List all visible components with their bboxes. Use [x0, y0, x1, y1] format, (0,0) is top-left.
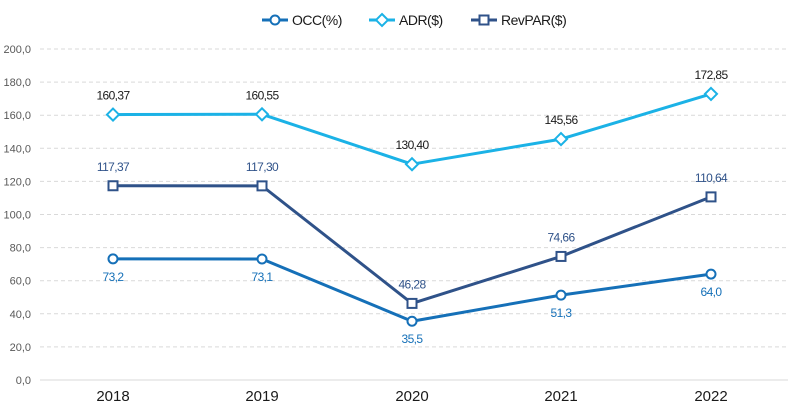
y-tick-label: 200,0 [3, 44, 31, 56]
legend-diamond-icon [374, 12, 390, 28]
data-point [404, 156, 420, 172]
data-label: 73,1 [252, 270, 274, 284]
data-point [107, 253, 119, 265]
y-tick-label: 20,0 [10, 342, 31, 354]
data-label: 160,37 [96, 89, 130, 103]
x-axis: 2018 2019 2020 2021 2022 [96, 388, 727, 405]
legend-label: OCC(%) [292, 12, 342, 28]
data-point [555, 289, 567, 301]
data-label: 172,85 [694, 68, 728, 82]
data-label: 117,30 [246, 160, 279, 174]
data-label: 74,66 [547, 230, 575, 244]
data-point [406, 315, 418, 327]
legend-label: ADR($) [399, 12, 443, 28]
data-label: 51,3 [551, 306, 573, 320]
y-tick-label: 60,0 [10, 276, 31, 288]
legend: OCC(%) ADR($) RevPAR($) [262, 12, 567, 28]
y-tick-label: 40,0 [10, 309, 31, 321]
data-label: 160,55 [245, 88, 279, 102]
x-tick-label: 2019 [245, 388, 278, 405]
data-point [254, 106, 270, 122]
data-labels: 73,2 73,1 35,5 51,3 64,0 160,37 160,55 130,40 14… [96, 68, 729, 346]
data-label: 64,0 [701, 285, 723, 299]
x-tick-label: 2021 [544, 388, 577, 405]
x-tick-label: 2022 [694, 388, 727, 405]
data-label: 117,37 [97, 160, 130, 174]
data-point [406, 297, 418, 309]
y-tick-label: 160,0 [3, 110, 31, 122]
y-tick-label: 180,0 [3, 77, 31, 89]
y-tick-label: 120,0 [3, 176, 31, 188]
data-point [107, 180, 119, 192]
series-line-adr [112, 92, 712, 166]
data-label: 145,56 [544, 113, 578, 127]
data-label: 46,28 [398, 277, 426, 291]
y-tick-label: 100,0 [3, 210, 31, 222]
gridlines [40, 48, 788, 381]
y-tick-label: 80,0 [10, 243, 31, 255]
data-label: 73,2 [103, 270, 125, 284]
x-tick-label: 2018 [96, 388, 129, 405]
data-label: 35,5 [402, 332, 424, 346]
data-point [256, 253, 268, 265]
series-markers [105, 86, 719, 327]
y-axis: 0,0 20,0 40,0 60,0 80,0 100,0 120,0 140,0 160,0 1… [3, 44, 31, 387]
data-point [555, 250, 567, 262]
data-point [105, 107, 121, 123]
data-point [705, 191, 717, 203]
data-point [553, 131, 569, 147]
y-tick-label: 140,0 [3, 143, 31, 155]
legend-label: RevPAR($) [501, 12, 566, 28]
data-point [256, 180, 268, 192]
data-label: 130,40 [395, 138, 429, 152]
legend-square-icon [478, 14, 490, 26]
data-point [705, 268, 717, 280]
data-label: 110,64 [695, 171, 728, 185]
legend-circle-icon [269, 14, 281, 26]
data-point [703, 86, 719, 102]
x-tick-label: 2020 [395, 388, 428, 405]
y-tick-label: 0,0 [16, 375, 31, 387]
